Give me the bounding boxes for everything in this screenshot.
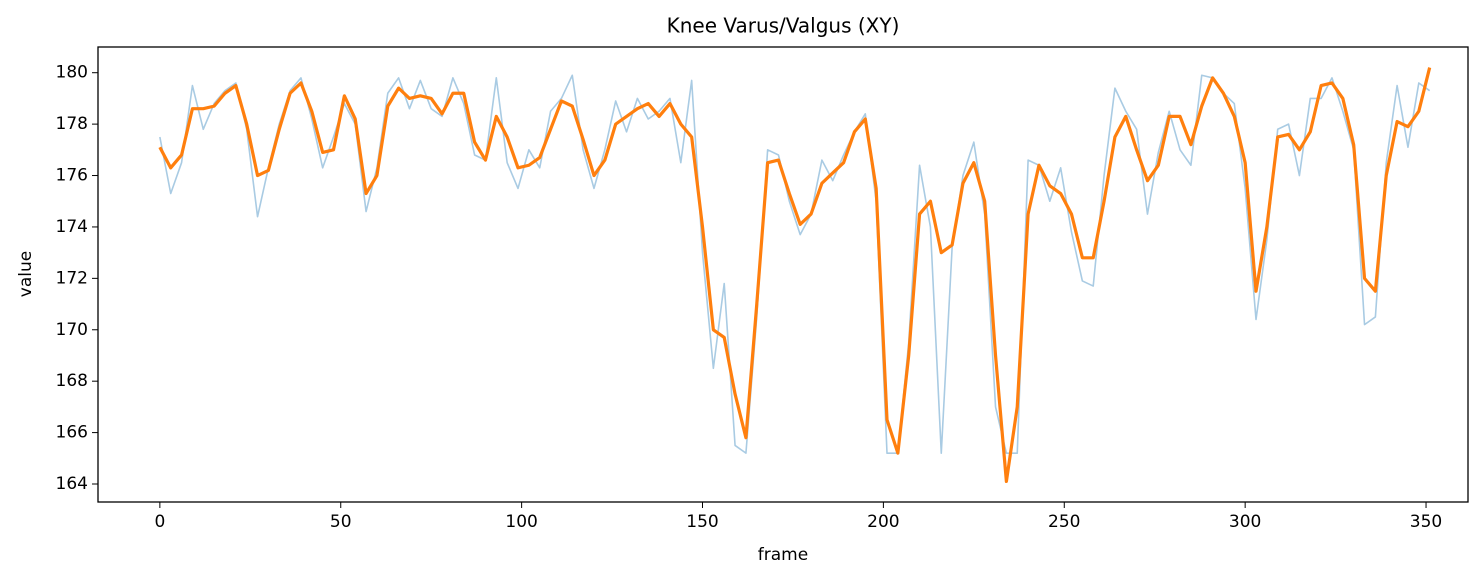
y-tick-label: 178 [56, 114, 88, 134]
x-tick-label: 250 [1048, 512, 1080, 532]
x-axis-label: frame [758, 545, 808, 565]
y-tick-label: 170 [56, 320, 88, 340]
x-tick-label: 50 [330, 512, 352, 532]
y-tick-label: 168 [56, 371, 88, 391]
y-tick-label: 174 [56, 217, 88, 237]
plot-frame [97, 46, 1469, 503]
x-tick-label: 100 [505, 512, 537, 532]
x-tick-label: 0 [154, 512, 165, 532]
y-tick-label: 172 [56, 268, 88, 288]
x-tick-label: 350 [1410, 512, 1442, 532]
line-series [158, 67, 1432, 484]
x-tick-label: 300 [1229, 512, 1261, 532]
y-tick-label: 176 [56, 166, 88, 186]
chart-title: Knee Varus/Valgus (XY) [667, 14, 900, 38]
y-tick-label: 180 [56, 63, 88, 83]
y-tick-label: 164 [56, 474, 88, 494]
y-tick-label: 166 [56, 423, 88, 443]
x-tick-label: 150 [686, 512, 718, 532]
y-axis-label: value [16, 251, 36, 297]
x-tick-label: 200 [867, 512, 899, 532]
